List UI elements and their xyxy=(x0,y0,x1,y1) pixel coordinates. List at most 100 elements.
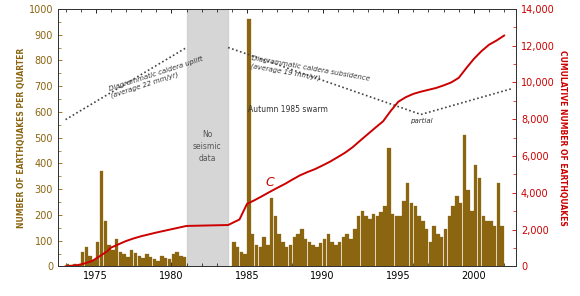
Bar xyxy=(459,203,462,266)
Bar xyxy=(115,239,118,266)
Bar xyxy=(429,242,432,266)
Bar xyxy=(134,253,137,266)
Bar xyxy=(493,226,496,266)
Bar xyxy=(149,257,153,266)
Bar xyxy=(478,178,481,266)
Bar xyxy=(103,221,107,266)
Text: No
seismic
data: No seismic data xyxy=(193,130,221,163)
Bar xyxy=(323,239,327,266)
Bar xyxy=(342,237,345,266)
Bar xyxy=(251,234,255,266)
Text: partial: partial xyxy=(410,118,433,124)
Bar xyxy=(262,237,266,266)
Bar xyxy=(346,234,349,266)
Bar xyxy=(277,234,281,266)
Bar xyxy=(244,254,247,266)
Bar xyxy=(119,252,122,266)
Bar xyxy=(130,250,133,266)
Bar xyxy=(376,216,379,266)
Bar xyxy=(296,234,300,266)
Bar xyxy=(421,221,425,266)
Bar xyxy=(281,242,285,266)
Bar xyxy=(122,254,126,266)
Bar xyxy=(361,211,364,266)
Bar xyxy=(414,206,417,266)
Bar xyxy=(179,255,183,266)
Bar xyxy=(183,257,186,266)
Bar xyxy=(266,244,270,266)
Text: C: C xyxy=(265,176,274,189)
Bar xyxy=(496,183,500,266)
Bar xyxy=(451,206,455,266)
Y-axis label: CUMULATIVE NUMBER OF EARTHQUAKES: CUMULATIVE NUMBER OF EARTHQUAKES xyxy=(558,50,567,226)
Bar xyxy=(126,257,130,266)
Bar xyxy=(353,229,357,266)
Bar xyxy=(145,254,148,266)
Bar xyxy=(292,237,296,266)
Bar xyxy=(417,216,420,266)
Bar xyxy=(92,260,96,266)
Text: Diagrammatic caldera uplift
(average 22 mm/yr): Diagrammatic caldera uplift (average 22 … xyxy=(108,56,206,99)
Bar xyxy=(100,171,103,266)
Bar xyxy=(304,239,307,266)
Bar xyxy=(259,247,262,266)
Bar xyxy=(387,148,390,266)
Bar xyxy=(311,244,315,266)
Bar xyxy=(327,234,330,266)
Bar xyxy=(398,216,402,266)
Bar xyxy=(274,216,277,266)
Bar xyxy=(307,242,311,266)
Text: Autumn 1985 swarm: Autumn 1985 swarm xyxy=(248,105,328,115)
Bar xyxy=(315,247,318,266)
Bar xyxy=(70,265,73,266)
Bar xyxy=(402,201,405,266)
Bar xyxy=(300,229,303,266)
Bar xyxy=(107,244,111,266)
Bar xyxy=(187,9,228,266)
Bar xyxy=(96,242,99,266)
Bar xyxy=(466,190,470,266)
Bar xyxy=(73,264,77,266)
Bar xyxy=(137,255,141,266)
Bar xyxy=(463,135,466,266)
Bar xyxy=(168,259,171,266)
Bar xyxy=(425,229,429,266)
Bar xyxy=(157,261,160,266)
Bar xyxy=(489,221,492,266)
Bar xyxy=(289,244,292,266)
Bar xyxy=(455,196,459,266)
Bar xyxy=(88,256,92,266)
Bar xyxy=(142,258,145,266)
Bar xyxy=(270,198,273,266)
Bar xyxy=(349,239,353,266)
Bar xyxy=(474,165,477,266)
Bar xyxy=(240,252,243,266)
Bar xyxy=(85,247,88,266)
Bar xyxy=(175,252,179,266)
Bar xyxy=(81,252,84,266)
Bar xyxy=(357,216,360,266)
Bar xyxy=(364,216,368,266)
Bar xyxy=(232,242,235,266)
Bar xyxy=(247,19,251,266)
Bar xyxy=(444,229,447,266)
Text: Diagrammatic caldera subsidence
(average 19 mm/yr): Diagrammatic caldera subsidence (average… xyxy=(250,55,371,89)
Bar xyxy=(164,258,168,266)
Bar xyxy=(285,247,288,266)
Bar xyxy=(160,255,164,266)
Bar xyxy=(172,254,175,266)
Bar xyxy=(255,244,258,266)
Bar xyxy=(409,203,413,266)
Bar xyxy=(319,243,322,266)
Bar xyxy=(394,216,398,266)
Bar xyxy=(433,226,436,266)
Bar xyxy=(372,214,375,266)
Bar xyxy=(481,216,485,266)
Bar xyxy=(338,242,342,266)
Y-axis label: NUMBER OF EARTHQUAKES PER QUARTER: NUMBER OF EARTHQUAKES PER QUARTER xyxy=(17,48,26,228)
Bar xyxy=(66,264,69,266)
Bar xyxy=(331,242,334,266)
Bar xyxy=(436,234,440,266)
Bar xyxy=(334,244,338,266)
Bar xyxy=(379,212,383,266)
